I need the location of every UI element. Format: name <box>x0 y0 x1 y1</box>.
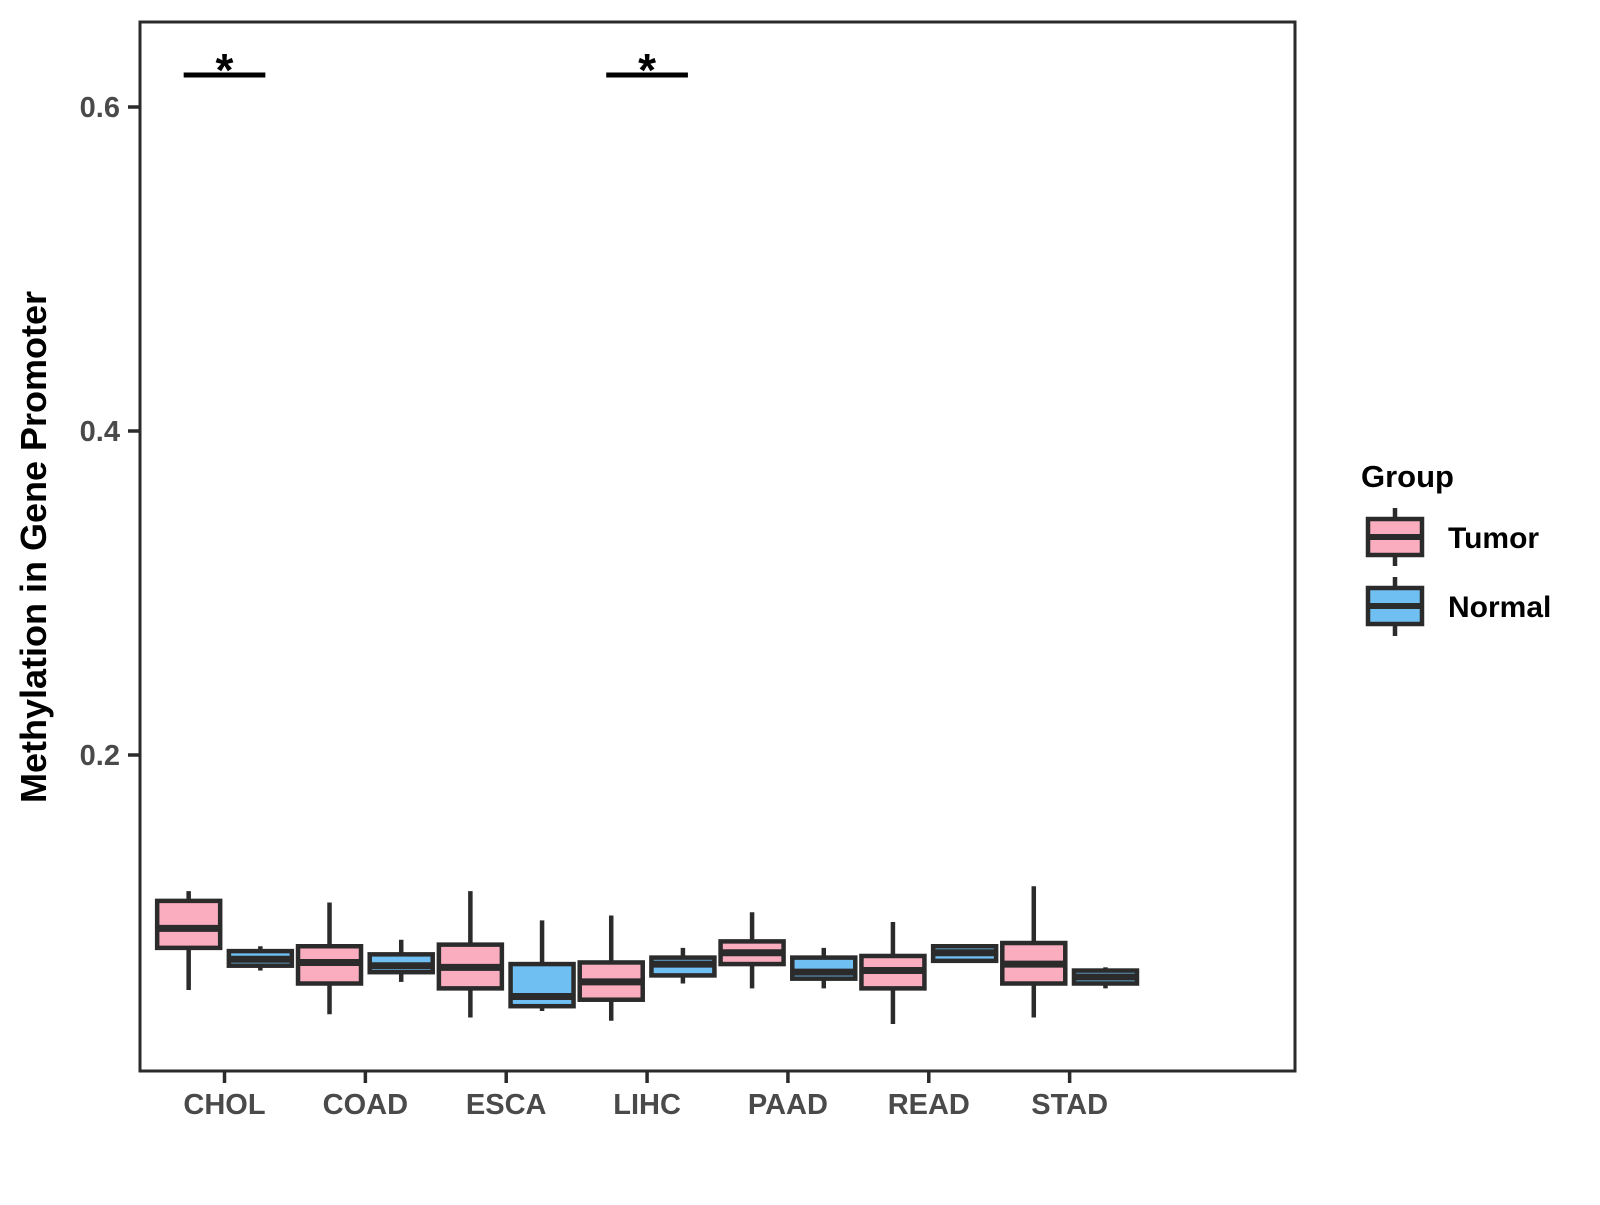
x-axis-labels: CHOL COAD ESCA LIHC PAAD READ STAD <box>183 1089 1108 1121</box>
x-label-esca: ESCA <box>466 1089 547 1121</box>
x-label-chol: CHOL <box>183 1089 265 1121</box>
x-label-coad: COAD <box>323 1089 408 1121</box>
legend-title: Group <box>1361 459 1454 494</box>
box-coad-tumor <box>295 902 364 1015</box>
tumor-boxplot-glyph-icon <box>1365 508 1425 566</box>
box-lihc-tumor <box>577 915 645 1021</box>
box-paad-tumor <box>718 912 786 989</box>
box-stad-tumor <box>1000 886 1068 1018</box>
box-read-tumor <box>859 921 927 1025</box>
x-label-lihc: LIHC <box>613 1089 681 1121</box>
box-chol-normal <box>226 946 295 971</box>
boxplots <box>154 886 1140 1025</box>
plot-panel <box>138 20 1297 1073</box>
y-tick-label-0.6: 0.6 <box>80 92 120 124</box>
normal-boxplot-glyph-icon <box>1365 577 1425 636</box>
x-label-stad: STAD <box>1031 1089 1108 1121</box>
legend: Group Tumor Normal <box>1361 459 1551 636</box>
y-tick-label-0.2: 0.2 <box>80 740 120 772</box>
box-stad-normal <box>1071 967 1140 989</box>
box-paad-normal <box>790 947 858 989</box>
y-axis-ticks <box>128 105 140 757</box>
y-axis-title: Methylation in Gene Promoter <box>13 291 54 803</box>
box-read-normal <box>930 944 999 964</box>
legend-label-normal: Normal <box>1448 591 1551 624</box>
significance-star-chol: * <box>216 44 234 96</box>
box-esca-tumor <box>436 891 505 1018</box>
significance-annotations: * * <box>183 44 688 96</box>
significance-star-lihc: * <box>638 44 656 96</box>
x-axis-ticks <box>222 1071 1072 1083</box>
x-label-paad: PAAD <box>748 1089 828 1121</box>
box-esca-normal <box>508 920 576 1012</box>
legend-label-tumor: Tumor <box>1448 522 1539 555</box>
y-tick-label-0.4: 0.4 <box>80 416 120 448</box>
x-label-read: READ <box>888 1089 970 1121</box>
box-lihc-normal <box>649 947 717 984</box>
box-chol-tumor <box>154 891 223 990</box>
box-coad-normal <box>367 939 435 982</box>
iqr-box <box>154 898 223 951</box>
